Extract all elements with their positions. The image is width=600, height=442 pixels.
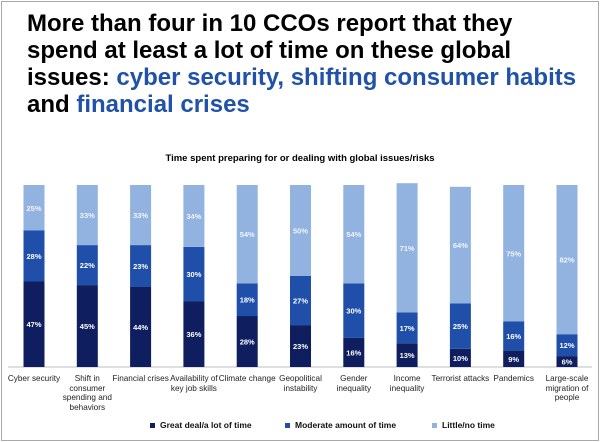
- data-label: 28%: [240, 338, 255, 347]
- data-label: 10%: [453, 354, 468, 363]
- bar-segment-moderate: [236, 283, 258, 317]
- data-label: 12%: [559, 341, 574, 350]
- data-label: 23%: [133, 262, 148, 271]
- headline-text: More than four in 10 CCOs report that th…: [27, 10, 513, 91]
- bar-segment-great: [23, 281, 45, 367]
- bar-segment-great: [396, 343, 418, 367]
- bar-segment-little: [76, 185, 98, 246]
- bar-segment-moderate: [183, 246, 205, 302]
- legend-item-great: Great deal/a lot of time: [150, 420, 252, 430]
- data-label: 9%: [508, 355, 519, 364]
- legend-label-great: Great deal/a lot of time: [160, 420, 252, 430]
- legend-item-moderate: Moderate amount of time: [285, 420, 396, 430]
- headline-highlight-2: financial crises: [76, 91, 250, 118]
- bar-segment-great: [130, 286, 152, 367]
- data-label: 36%: [186, 330, 201, 339]
- bar-segment-little: [183, 185, 205, 247]
- data-label: 75%: [506, 249, 521, 258]
- category-label: Financial crises: [112, 374, 169, 383]
- category-label: Gender inequality: [336, 374, 372, 393]
- data-label: 28%: [26, 252, 41, 261]
- bar-segment-little: [556, 185, 578, 335]
- bar-segment-great: [449, 348, 471, 367]
- data-label: 33%: [133, 211, 148, 220]
- bar-segment-moderate: [556, 334, 578, 356]
- data-label: 54%: [346, 230, 361, 239]
- legend-swatch-moderate: [285, 422, 290, 428]
- bar-segment-moderate: [343, 283, 365, 338]
- bar-segment-moderate: [503, 321, 525, 351]
- category-label: Pandemics: [493, 374, 534, 383]
- bar-segment-little: [449, 186, 471, 304]
- bar-segment-great: [556, 356, 578, 367]
- data-label: 64%: [453, 241, 468, 250]
- data-label: 50%: [293, 227, 308, 236]
- data-label: 54%: [240, 230, 255, 239]
- data-label: 25%: [453, 322, 468, 331]
- bar-segment-little: [290, 185, 311, 276]
- data-label: 30%: [186, 270, 201, 279]
- data-label: 6%: [562, 358, 573, 367]
- data-label: 44%: [133, 323, 148, 332]
- data-label: 82%: [559, 256, 574, 265]
- data-label: 16%: [506, 332, 521, 341]
- data-label: 27%: [293, 297, 308, 306]
- category-label: Income inequality: [389, 374, 425, 393]
- bar-segment-moderate: [76, 245, 98, 286]
- legend-label-little: Little/no time: [442, 420, 495, 430]
- data-label: 33%: [80, 211, 95, 220]
- category-label: Shift in consumer spending and behaviors: [62, 374, 112, 412]
- data-label: 25%: [26, 204, 41, 213]
- data-label: 45%: [80, 322, 95, 331]
- headline: More than four in 10 CCOs report that th…: [27, 10, 587, 118]
- data-label: 18%: [240, 296, 255, 305]
- data-label: 13%: [400, 351, 415, 360]
- legend-swatch-great: [150, 422, 155, 428]
- category-label: Large-scale migration of people: [545, 374, 589, 402]
- bar-segment-little: [130, 185, 152, 246]
- data-label: 47%: [26, 320, 41, 329]
- bar-segment-moderate: [290, 276, 311, 326]
- bar-segment-great: [290, 325, 311, 367]
- chart-title: Time spent preparing for or dealing with…: [165, 153, 435, 164]
- bar-segment-great: [343, 337, 365, 367]
- category-label: Climate change: [218, 374, 276, 383]
- bar-segment-little: [396, 183, 418, 313]
- bar-segment-great: [503, 350, 525, 367]
- bar-segment-moderate: [449, 303, 471, 349]
- category-label: Cyber security: [7, 374, 61, 383]
- bar-segment-little: [503, 185, 525, 322]
- data-label: 16%: [346, 348, 361, 357]
- bar-segment-great: [76, 285, 98, 367]
- bar-segment-moderate: [23, 230, 45, 282]
- bar-segment-great: [183, 301, 205, 367]
- bar-segment-great: [236, 316, 258, 367]
- data-label: 22%: [80, 261, 95, 270]
- headline-highlight-1: cyber security, shifting consumer habits: [116, 64, 577, 91]
- headline-text-2: and: [27, 91, 77, 118]
- legend-item-little: Little/no time: [432, 420, 495, 430]
- legend-label-moderate: Moderate amount of time: [295, 420, 397, 430]
- bar-segment-little: [236, 185, 258, 284]
- legend-swatch-little: [432, 422, 437, 428]
- category-label: Availability of key job skills: [170, 374, 218, 393]
- data-label: 17%: [400, 324, 415, 333]
- category-label: Geopolitical instability: [279, 374, 322, 393]
- bar-segment-little: [343, 185, 365, 284]
- data-label: 71%: [400, 244, 415, 253]
- bar-segment-little: [23, 185, 45, 231]
- bar-segment-moderate: [396, 312, 418, 344]
- data-label: 34%: [186, 212, 201, 221]
- data-label: 30%: [346, 307, 361, 316]
- category-label: Terrorist attacks: [431, 374, 490, 383]
- data-label: 23%: [293, 342, 308, 351]
- bar-segment-moderate: [130, 245, 152, 287]
